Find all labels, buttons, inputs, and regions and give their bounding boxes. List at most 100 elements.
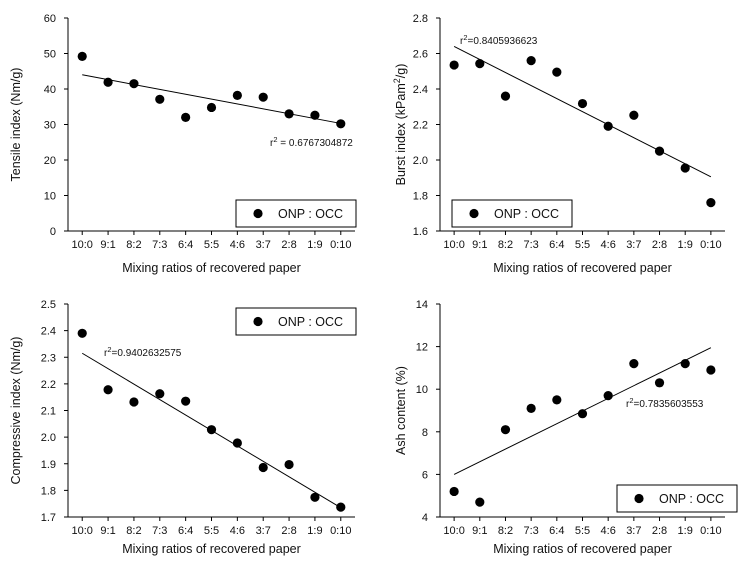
data-point	[654, 378, 665, 388]
data-point	[449, 60, 459, 70]
legend-marker	[634, 493, 644, 504]
data-point	[206, 102, 217, 113]
x-tick-label: 4:6	[230, 525, 245, 537]
data-point	[103, 77, 113, 87]
data-point	[629, 110, 639, 120]
y-tick-label: 30	[44, 120, 56, 132]
y-tick-label: 1.6	[413, 226, 428, 238]
data-point	[500, 91, 511, 101]
y-tick-label: 2.4	[41, 326, 56, 338]
x-axis-title: Mixing ratios of recovered paper	[122, 261, 301, 275]
regression-line	[82, 74, 341, 124]
x-tick-label: 4:6	[230, 239, 245, 251]
x-tick-label: 8:2	[126, 239, 141, 251]
data-point	[552, 67, 562, 77]
data-point	[475, 59, 485, 69]
y-tick-label: 2.6	[413, 49, 428, 61]
y-tick-label: 1.8	[41, 485, 56, 497]
x-tick-label: 7:3	[152, 525, 167, 537]
legend-marker	[253, 316, 263, 327]
y-tick-label: 1.9	[41, 459, 56, 471]
x-tick-label: 4:6	[601, 239, 616, 251]
y-tick-label: 0	[50, 226, 56, 238]
data-point	[232, 90, 242, 100]
regression-line	[453, 45, 712, 178]
chart-tensile: 0 10 20 30 40 50 60 10:0 9:1 8:2 7:3 6:4 5:5 4:6 3:7 2:…	[9, 13, 357, 275]
y-tick-label: 2.5	[41, 299, 56, 311]
x-tick-label: 2:8	[281, 525, 296, 537]
y-tick-label: 2.4	[413, 84, 428, 96]
y-axis-title: Compressive index (Nm/g)	[9, 337, 23, 485]
data-point	[577, 98, 588, 109]
x-axis-title: Mixing ratios of recovered paper	[493, 261, 672, 275]
data-point	[526, 56, 536, 66]
x-tick-label: 7:3	[524, 525, 539, 537]
x-tick-label: 5:5	[575, 525, 590, 537]
data-point	[103, 385, 113, 395]
legend-label: ONP : OCC	[659, 492, 724, 506]
data-point	[77, 328, 87, 338]
x-tick-label: 3:7	[626, 239, 641, 251]
y-tick-label: 2.0	[41, 432, 56, 444]
x-axis-title: Mixing ratios of recovered paper	[493, 542, 672, 556]
data-point	[310, 492, 320, 502]
x-tick-label: 5:5	[204, 239, 219, 251]
data-point	[129, 397, 139, 407]
data-point	[310, 110, 320, 120]
y-tick-label: 6	[422, 469, 428, 481]
x-tick-label: 8:2	[126, 525, 141, 537]
data-point	[181, 396, 191, 406]
x-tick-label: 0:10	[700, 525, 721, 537]
x-tick-label: 10:0	[443, 239, 464, 251]
data-point	[706, 198, 716, 208]
y-tick-label: 20	[44, 155, 56, 167]
x-tick-label: 3:7	[256, 239, 271, 251]
y-tick-label: 2.0	[413, 155, 428, 167]
data-point	[181, 112, 191, 122]
data-point	[629, 359, 639, 369]
x-tick-label: 1:9	[678, 239, 693, 251]
r-squared-annotation: r2=0.7835603553	[626, 396, 704, 410]
x-tick-label: 5:5	[204, 525, 219, 537]
y-axis-title: Tensile index (Nm/g)	[9, 68, 23, 182]
r-squared-annotation: r2=0.9402632575	[104, 345, 182, 359]
x-tick-label: 1:9	[307, 525, 322, 537]
x-tick-label: 2:8	[652, 239, 667, 251]
data-point	[129, 79, 139, 89]
chart-compressive: 1.7 1.8 1.9 2.0 2.1 2.2 2.3 2.4 2.5 10:0 9:1 8:2 7:3…	[9, 299, 357, 556]
x-tick-label: 9:1	[100, 525, 115, 537]
legend-marker	[253, 208, 263, 219]
data-point	[552, 395, 562, 405]
r-squared-annotation: r2=0.8405936623	[460, 33, 538, 47]
data-point	[500, 425, 511, 435]
x-tick-label: 1:9	[678, 525, 693, 537]
data-point	[603, 121, 613, 131]
legend-label: ONP : OCC	[278, 315, 343, 329]
data-point	[475, 497, 485, 507]
data-point	[526, 403, 536, 413]
data-point	[155, 94, 165, 104]
y-axis-title: Ash content (%)	[394, 366, 408, 455]
y-axis-title: Burst index (kPam2/g)	[392, 64, 408, 186]
y-tick-label: 2.8	[413, 13, 428, 25]
x-tick-label: 4:6	[601, 525, 616, 537]
legend-label: ONP : OCC	[494, 207, 559, 221]
data-point	[706, 365, 716, 375]
x-tick-label: 6:4	[549, 525, 564, 537]
x-tick-label: 10:0	[72, 239, 93, 251]
x-tick-label: 2:8	[652, 525, 667, 537]
y-tick-label: 10	[416, 384, 428, 396]
y-tick-label: 8	[422, 427, 428, 439]
x-tick-label: 1:9	[307, 239, 322, 251]
data-point	[258, 92, 268, 102]
y-tick-label: 50	[44, 49, 56, 61]
data-point	[449, 486, 459, 497]
x-tick-label: 9:1	[100, 239, 115, 251]
legend: ONP : OCC	[616, 484, 738, 513]
data-point	[258, 462, 268, 473]
x-tick-label: 3:7	[256, 525, 271, 537]
data-point	[206, 425, 217, 435]
data-point	[680, 359, 690, 369]
y-tick-label: 12	[416, 342, 428, 354]
